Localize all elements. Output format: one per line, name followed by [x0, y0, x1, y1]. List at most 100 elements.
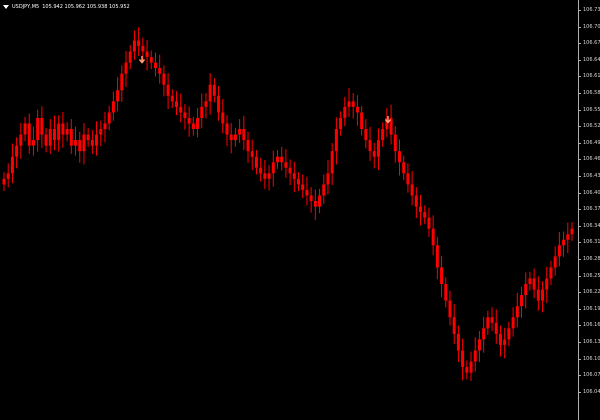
- candle-body: [498, 333, 502, 345]
- candle-body: [99, 129, 103, 135]
- candle-body: [137, 40, 141, 46]
- candle-body: [334, 129, 338, 152]
- price-axis-tick-label: 106.615: [583, 73, 600, 80]
- price-axis-tick-label: 106.045: [583, 388, 600, 395]
- candle-body: [238, 129, 242, 135]
- price-axis-tick: 106.555: [579, 106, 600, 114]
- price-axis-tick-mark: [579, 10, 581, 11]
- candle-body: [128, 51, 132, 63]
- candle-body: [288, 167, 292, 174]
- price-axis-tick-mark: [579, 126, 581, 128]
- candle-body: [448, 300, 452, 318]
- candle-body: [212, 84, 216, 96]
- price-axis-tick: 106.255: [579, 272, 600, 280]
- down-arrow-icon: [384, 116, 392, 124]
- price-axis-tick-mark: [579, 375, 581, 377]
- price-axis-tick-mark: [579, 292, 581, 294]
- candle-body: [204, 101, 208, 107]
- price-axis-tick-mark: [579, 325, 581, 327]
- candle-body: [440, 267, 444, 285]
- candle-body: [297, 178, 301, 185]
- candle-body: [566, 234, 570, 240]
- candle-body: [65, 129, 69, 135]
- price-axis-tick-mark: [579, 242, 581, 244]
- candle-body: [23, 123, 27, 135]
- candle-body: [10, 156, 14, 174]
- price-axis-tick-label: 106.495: [583, 139, 600, 146]
- candle-body: [78, 140, 82, 152]
- candle-body: [2, 178, 6, 185]
- candle-body: [6, 173, 10, 179]
- price-axis-tick-mark: [579, 342, 581, 343]
- candle-body: [225, 123, 229, 135]
- candle-body: [557, 245, 561, 257]
- candle-body: [427, 217, 431, 229]
- candle-body: [364, 129, 368, 141]
- price-axis-tick-label: 106.195: [583, 305, 600, 312]
- candle-body: [524, 284, 528, 296]
- candle-body: [515, 306, 519, 318]
- candle-body: [15, 145, 19, 157]
- price-axis-tick-label: 106.525: [583, 123, 600, 130]
- candle-body: [406, 173, 410, 185]
- candle-body: [536, 289, 540, 301]
- price-axis-tick: 106.495: [579, 139, 600, 147]
- price-axis-tick-label: 106.375: [583, 206, 600, 213]
- candle-body: [31, 140, 35, 146]
- price-axis-tick: 106.345: [579, 222, 600, 230]
- candle-body: [271, 162, 275, 174]
- candle-body: [520, 295, 524, 307]
- candle-body: [368, 140, 372, 152]
- candle-body: [40, 117, 44, 135]
- candle-body: [461, 350, 465, 368]
- candle-body: [158, 68, 162, 74]
- price-axis-tick: 106.195: [579, 305, 600, 313]
- candle-body: [69, 129, 73, 146]
- price-axis-tick: 106.675: [579, 39, 600, 47]
- price-axis-tick-mark: [579, 93, 581, 94]
- candle-body: [246, 140, 250, 152]
- price-axis-tick-label: 106.405: [583, 189, 600, 196]
- candle-body: [263, 173, 267, 179]
- candle-body: [200, 106, 204, 118]
- candle-body: [389, 117, 393, 135]
- candle-body: [162, 73, 166, 85]
- candle-body: [545, 278, 549, 290]
- candle-body: [494, 322, 498, 334]
- candle-body: [57, 123, 61, 141]
- candle-body: [402, 162, 406, 174]
- candle-body: [267, 173, 271, 179]
- candle-body: [208, 84, 212, 102]
- down-arrow-head: [138, 59, 146, 64]
- candle-body: [284, 162, 288, 168]
- candle-body: [229, 134, 233, 141]
- chart-menu-triangle-icon[interactable]: [3, 5, 9, 9]
- candle-body: [116, 90, 120, 102]
- candle-body: [52, 129, 56, 141]
- candle-body: [48, 129, 52, 146]
- price-axis-tick: 106.405: [579, 189, 600, 197]
- candle-body: [179, 106, 183, 113]
- candle-body: [250, 151, 254, 157]
- price-axis-tick-label: 106.675: [583, 40, 600, 47]
- candle-body: [343, 106, 347, 118]
- price-axis-tick-mark: [579, 159, 581, 161]
- candle-body: [301, 184, 305, 190]
- price-axis[interactable]: 106.735 106.705 106.675 106.645 106.615 106.5…: [578, 0, 600, 420]
- price-axis-tick-label: 106.315: [583, 239, 600, 246]
- price-axis-tick-mark: [579, 109, 581, 111]
- price-axis-tick: 106.585: [579, 89, 600, 97]
- candle-body: [549, 267, 553, 279]
- candle-body: [330, 151, 334, 174]
- candle-body: [196, 117, 200, 130]
- candle-body: [280, 156, 284, 163]
- candle-body: [132, 40, 136, 52]
- candle-body: [27, 123, 31, 146]
- price-axis-tick: 106.045: [579, 388, 600, 396]
- candle-body: [44, 134, 48, 146]
- candle-body: [166, 84, 170, 96]
- price-plot[interactable]: [0, 0, 578, 420]
- candle-body: [347, 101, 351, 107]
- price-axis-tick-mark: [579, 176, 581, 177]
